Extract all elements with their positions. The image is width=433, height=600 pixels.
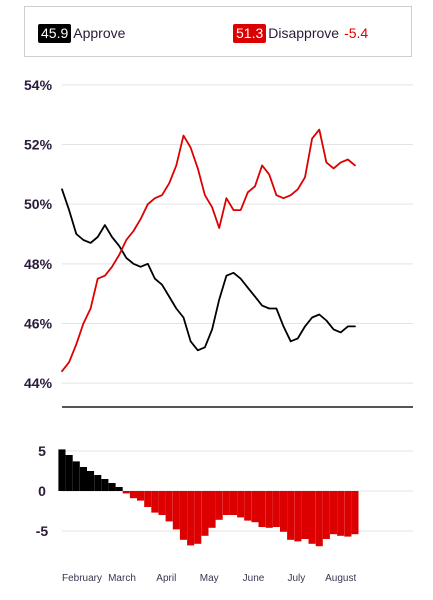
main-chart-lines (61, 128, 356, 373)
net-bar (244, 491, 252, 521)
month-label: April (156, 573, 176, 584)
month-label: March (108, 573, 136, 584)
net-bar (65, 455, 73, 491)
month-label: February (62, 573, 102, 584)
net-bar (322, 491, 330, 539)
net-bar (272, 491, 280, 527)
main-chart-y-ticks: 44% 46% 48% 50% 52% 54% (24, 77, 53, 391)
net-bar (287, 491, 295, 540)
net-bar (337, 491, 345, 536)
main-y-tick-label: 48% (24, 256, 53, 272)
net-bar (108, 483, 116, 491)
net-bar (237, 491, 245, 518)
net-bar (122, 491, 130, 494)
main-y-tick-label: 54% (24, 77, 53, 93)
net-bar (194, 491, 202, 544)
main-chart-grid (62, 84, 413, 384)
net-bar (222, 491, 230, 515)
legend-disapprove: 51.3 Disapprove -5.4 (233, 23, 368, 43)
disapprove-line (61, 128, 356, 373)
net-bar (280, 491, 288, 532)
net-bar (258, 491, 266, 527)
net-bar (94, 475, 102, 491)
main-y-tick-label: 44% (24, 375, 53, 391)
x-axis-month-labels: February March April May June July August (62, 573, 356, 584)
net-bar (215, 491, 223, 520)
net-bar (129, 491, 137, 499)
net-bar (165, 491, 173, 522)
legend-approve: 45.9 Approve (38, 23, 125, 43)
approve-value-badge: 45.9 (38, 23, 72, 43)
net-bar (229, 491, 237, 515)
net-bar (208, 491, 216, 528)
net-bar (251, 491, 259, 523)
disapprove-label: Disapprove (268, 25, 340, 41)
net-bar (294, 491, 302, 542)
net-bar (315, 491, 323, 547)
net-bar (144, 491, 152, 507)
net-approval-value: -5.4 (344, 25, 369, 41)
main-y-tick-label: 46% (24, 315, 53, 331)
net-bar (351, 491, 359, 535)
net-bar (72, 461, 80, 491)
net-bar (330, 491, 338, 535)
main-y-tick-label: 52% (24, 137, 53, 153)
approve-label: Approve (73, 25, 126, 41)
net-bar (344, 491, 352, 537)
net-bar (158, 491, 166, 515)
disapprove-value-badge: 51.3 (233, 23, 267, 43)
net-bar (187, 491, 195, 546)
net-bar (101, 479, 109, 491)
net-bar (201, 491, 209, 536)
legend: 45.9 Approve 51.3 Disapprove -5.4 (24, 6, 412, 57)
net-bar (308, 491, 316, 544)
net-y-tick-label: -5 (36, 523, 49, 539)
net-bar (87, 471, 95, 491)
net-y-tick-label: 0 (38, 483, 46, 499)
net-bar (58, 449, 66, 491)
month-label: June (243, 573, 265, 584)
net-bar (115, 487, 123, 491)
net-bar (179, 491, 187, 540)
month-label: May (200, 573, 219, 584)
net-y-tick-label: 5 (38, 443, 46, 459)
net-bar (265, 491, 273, 528)
main-y-tick-label: 50% (24, 196, 53, 212)
approve-line (61, 188, 356, 352)
month-label: August (325, 573, 356, 584)
net-bar (301, 491, 309, 539)
net-bar (172, 491, 180, 530)
net-bar (137, 491, 145, 501)
net-bar (151, 491, 159, 513)
net-chart-bars (58, 449, 359, 547)
month-label: July (288, 573, 306, 584)
net-chart-y-ticks: 5 0 -5 (36, 443, 49, 539)
net-bar (79, 467, 87, 491)
